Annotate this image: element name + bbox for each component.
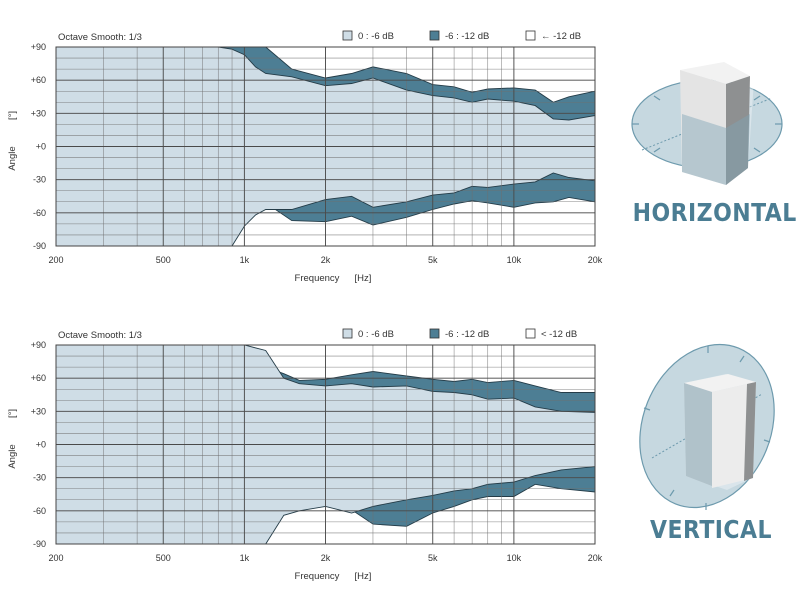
legend-swatch	[342, 328, 353, 339]
x-tick-label: 5k	[428, 553, 438, 563]
y-tick-label: -30	[33, 473, 46, 483]
y-axis-title: Angle	[7, 146, 18, 170]
major-grid	[56, 47, 595, 246]
y-tick-label: +90	[31, 42, 46, 52]
legend-swatch	[342, 30, 353, 41]
horizontal-directivity-plot: 200 500 1k 2k 5k 10k 20k +90 +60 +30 +0 -30 -60 -90 Fr…	[7, 30, 603, 284]
x-tick-label: 1k	[240, 553, 250, 563]
x-tick-label: 2k	[321, 255, 331, 265]
x-axis-unit: [Hz]	[355, 571, 372, 582]
octave-smooth-label: Octave Smooth: 1/3	[58, 330, 142, 341]
vertical-view: VERTICAL	[622, 338, 800, 570]
x-axis-unit: [Hz]	[355, 273, 372, 284]
x-tick-label: 20k	[588, 255, 603, 265]
y-tick-label: -60	[33, 208, 46, 218]
y-tick-label: -60	[33, 506, 46, 516]
y-tick-label: -90	[33, 539, 46, 549]
y-tick-label: +60	[31, 373, 46, 383]
horizontal-label: HORIZONTAL	[632, 198, 797, 227]
legend-label: 0 : -6 dB	[358, 31, 394, 42]
plot-frame	[55, 46, 596, 247]
speaker-horizontal-icon	[631, 62, 783, 185]
horizontal-chart: 200 500 1k 2k 5k 10k 20k +90 +60 +30 +0 -30 -60 -90 Fr…	[0, 0, 615, 300]
x-axis-title: Frequency	[295, 273, 340, 284]
legend-label: 0 : -6 dB	[358, 329, 394, 340]
x-tick-label: 500	[156, 255, 171, 265]
x-tick-label: 10k	[507, 255, 522, 265]
x-tick-label: 10k	[507, 553, 522, 563]
legend-swatch	[429, 30, 440, 41]
vertical-directivity-plot: 200 500 1k 2k 5k 10k 20k +90 +60 +30 +0 -30 -60 -90 Fr…	[7, 328, 603, 582]
legend-swatch	[525, 328, 536, 339]
x-tick-label: 5k	[428, 255, 438, 265]
y-tick-label: -30	[33, 175, 46, 185]
vertical-chart: 200 500 1k 2k 5k 10k 20k +90 +60 +30 +0 -30 -60 -90 Fr…	[0, 298, 615, 598]
plot-frame	[55, 344, 596, 545]
y-tick-label: +0	[36, 440, 46, 450]
x-tick-label: 200	[48, 553, 63, 563]
horizontal-view: HORIZONTAL	[622, 50, 800, 250]
vertical-label: VERTICAL	[650, 515, 772, 544]
y-tick-label: +30	[31, 108, 46, 118]
x-tick-label: 200	[48, 255, 63, 265]
y-tick-label: +0	[36, 142, 46, 152]
y-tick-label: +90	[31, 340, 46, 350]
legend-label: -6 : -12 dB	[445, 31, 489, 42]
x-axis-title: Frequency	[295, 571, 340, 582]
y-axis-title: Angle	[7, 444, 18, 468]
major-grid	[56, 345, 595, 544]
y-tick-label: +30	[31, 406, 46, 416]
y-axis-unit: [°]	[7, 111, 18, 120]
legend-swatch	[525, 30, 536, 41]
legend-label: < -12 dB	[541, 329, 577, 340]
speaker-vertical-icon	[639, 343, 775, 510]
y-tick-label: +60	[31, 75, 46, 85]
legend-label: ← -12 dB	[541, 31, 581, 42]
y-tick-label: -90	[33, 241, 46, 251]
x-tick-label: 500	[156, 553, 171, 563]
x-tick-label: 20k	[588, 553, 603, 563]
x-tick-label: 2k	[321, 553, 331, 563]
y-axis-unit: [°]	[7, 409, 18, 418]
x-tick-label: 1k	[240, 255, 250, 265]
octave-smooth-label: Octave Smooth: 1/3	[58, 32, 142, 43]
legend-swatch	[429, 328, 440, 339]
legend-label: -6 : -12 dB	[445, 329, 489, 340]
